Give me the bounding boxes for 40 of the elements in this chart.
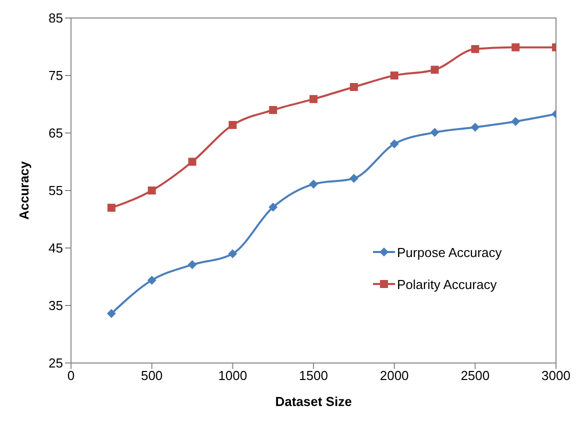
point (228, 249, 238, 258)
point (228, 120, 237, 129)
point (390, 139, 399, 148)
y-tick-label: 85 (48, 10, 63, 26)
x-tick-label: 2500 (460, 368, 490, 384)
point (106, 309, 116, 318)
y-tick-label: 55 (48, 183, 63, 198)
point (430, 128, 440, 137)
point (107, 204, 116, 212)
y-tick-label: 65 (48, 126, 63, 141)
legend-label: Purpose Accuracy (397, 244, 502, 260)
y-tick-label: 35 (48, 298, 63, 314)
point (147, 276, 156, 285)
point (349, 174, 358, 183)
x-tick-label: 1500 (299, 368, 328, 384)
point (470, 122, 480, 132)
y-tick-label: 25 (48, 356, 63, 371)
point (350, 83, 358, 91)
x-tick-label: 3000 (542, 368, 570, 384)
point (471, 45, 480, 54)
point (310, 95, 318, 104)
y-tick-label: 75 (48, 68, 63, 84)
y-tick-label: 45 (48, 240, 63, 256)
point (512, 43, 520, 52)
x-tick-label: 1000 (218, 368, 248, 384)
x-axis-title: Dataset Size (275, 394, 352, 409)
point (390, 72, 398, 80)
point (309, 180, 318, 189)
point (430, 66, 439, 74)
x-tick-label: 2000 (380, 368, 409, 384)
x-tick-label: 0 (67, 368, 75, 384)
y-axis-title: Accuracy (16, 160, 32, 220)
point (148, 186, 156, 194)
legend-label: Polarity Accuracy (397, 276, 497, 292)
point (511, 117, 520, 126)
x-tick-label: 500 (140, 368, 163, 384)
point (188, 158, 196, 166)
point (269, 106, 278, 114)
point (188, 260, 197, 270)
point (268, 202, 278, 212)
